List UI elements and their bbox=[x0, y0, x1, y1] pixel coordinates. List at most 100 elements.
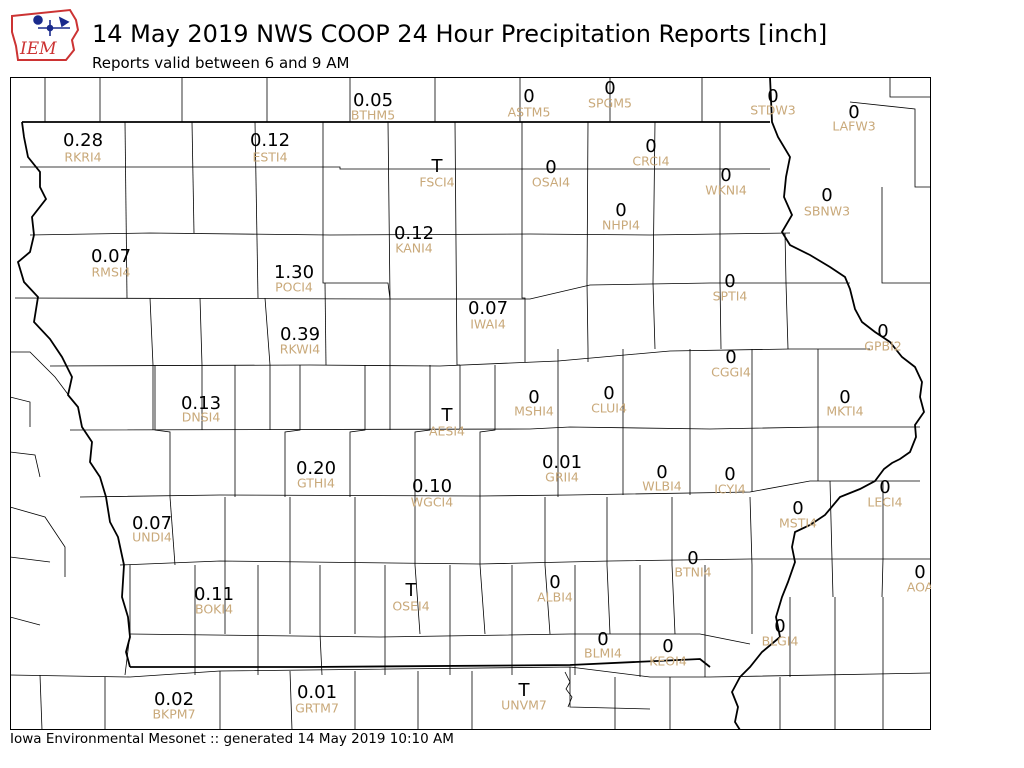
mississippi-river-boundary bbox=[731, 77, 925, 730]
station-id: ALBI4 bbox=[537, 590, 573, 605]
precip-value: 0 bbox=[724, 464, 735, 485]
station-id: UNDI4 bbox=[132, 530, 172, 545]
station-id: GRTM7 bbox=[295, 701, 339, 716]
precip-value: 0 bbox=[767, 86, 778, 107]
station-id: LECI4 bbox=[867, 495, 902, 510]
precip-value: 0 bbox=[603, 383, 614, 404]
station-id: MKTI4 bbox=[826, 404, 863, 419]
station-id: ASTM5 bbox=[508, 105, 551, 120]
precip-value: 0 bbox=[720, 165, 731, 186]
precip-value: 0 bbox=[914, 562, 925, 583]
precip-value: 0.10 bbox=[412, 476, 452, 497]
station-id: WGCI4 bbox=[411, 495, 453, 510]
precip-value: 0.39 bbox=[280, 324, 320, 345]
precip-value: 0 bbox=[597, 629, 608, 650]
station-id: OSEI4 bbox=[392, 599, 429, 614]
station-id: BLGI4 bbox=[762, 634, 799, 649]
precip-value: 0.13 bbox=[181, 393, 221, 414]
precip-value: 0 bbox=[877, 321, 888, 342]
station-id: NHPI4 bbox=[602, 218, 640, 233]
station-id: GPBI2 bbox=[864, 339, 901, 354]
precip-value: 0 bbox=[604, 78, 615, 99]
station-id: STDW3 bbox=[750, 103, 796, 118]
precip-value: 0 bbox=[879, 477, 890, 498]
station-id: SBNW3 bbox=[804, 204, 850, 219]
precip-value: 0 bbox=[615, 200, 626, 221]
station-id: AESI4 bbox=[429, 424, 465, 439]
station-id: WKNI4 bbox=[705, 183, 747, 198]
station-id: KEOI4 bbox=[649, 654, 687, 669]
precip-value: 0.07 bbox=[132, 513, 172, 534]
precip-value: 0.05 bbox=[353, 90, 393, 111]
precip-value: 0.20 bbox=[296, 458, 336, 479]
logo-text: IEM bbox=[19, 39, 57, 59]
precip-value: 0.07 bbox=[468, 298, 508, 319]
precip-value: 0 bbox=[645, 136, 656, 157]
precip-value: 0.28 bbox=[63, 130, 103, 151]
state-boundaries bbox=[16, 77, 925, 730]
station-id: KANI4 bbox=[395, 241, 433, 256]
iem-iowa-logo-icon: IEM bbox=[11, 8, 80, 61]
station-id: BOKI4 bbox=[195, 602, 233, 617]
station-id: OSAI4 bbox=[532, 175, 570, 190]
iowa-missouri-border bbox=[130, 658, 711, 668]
precip-value: 0 bbox=[523, 86, 534, 107]
station-id: RMSI4 bbox=[91, 265, 130, 280]
precip-value: 0 bbox=[848, 102, 859, 123]
precip-value: 0 bbox=[662, 636, 673, 657]
station-id: ICYI4 bbox=[714, 482, 746, 497]
station-id: BLMI4 bbox=[584, 646, 622, 661]
precip-value: 0 bbox=[725, 347, 736, 368]
page-footer: Iowa Environmental Mesonet :: generated … bbox=[10, 731, 454, 747]
precip-value: T bbox=[431, 156, 444, 177]
precip-value: 0 bbox=[821, 185, 832, 206]
page-subtitle: Reports valid between 6 and 9 AM bbox=[92, 54, 350, 72]
station-id: BKPM7 bbox=[152, 707, 195, 722]
precip-value: 0.11 bbox=[194, 584, 234, 605]
station-id: BTNI4 bbox=[674, 565, 711, 580]
station-id: MSTI4 bbox=[779, 516, 817, 531]
precip-value: 0 bbox=[774, 616, 785, 637]
station-id: WLBI4 bbox=[642, 479, 682, 494]
station-id: CLUI4 bbox=[591, 401, 627, 416]
precip-value: T bbox=[405, 580, 418, 601]
station-id: CRCI4 bbox=[632, 154, 669, 169]
precip-value: 0 bbox=[528, 387, 539, 408]
precip-value: T bbox=[441, 405, 454, 426]
station-id: GRII4 bbox=[545, 470, 579, 485]
station-id: POCI4 bbox=[275, 280, 313, 295]
station-id: LAFW3 bbox=[832, 119, 875, 134]
